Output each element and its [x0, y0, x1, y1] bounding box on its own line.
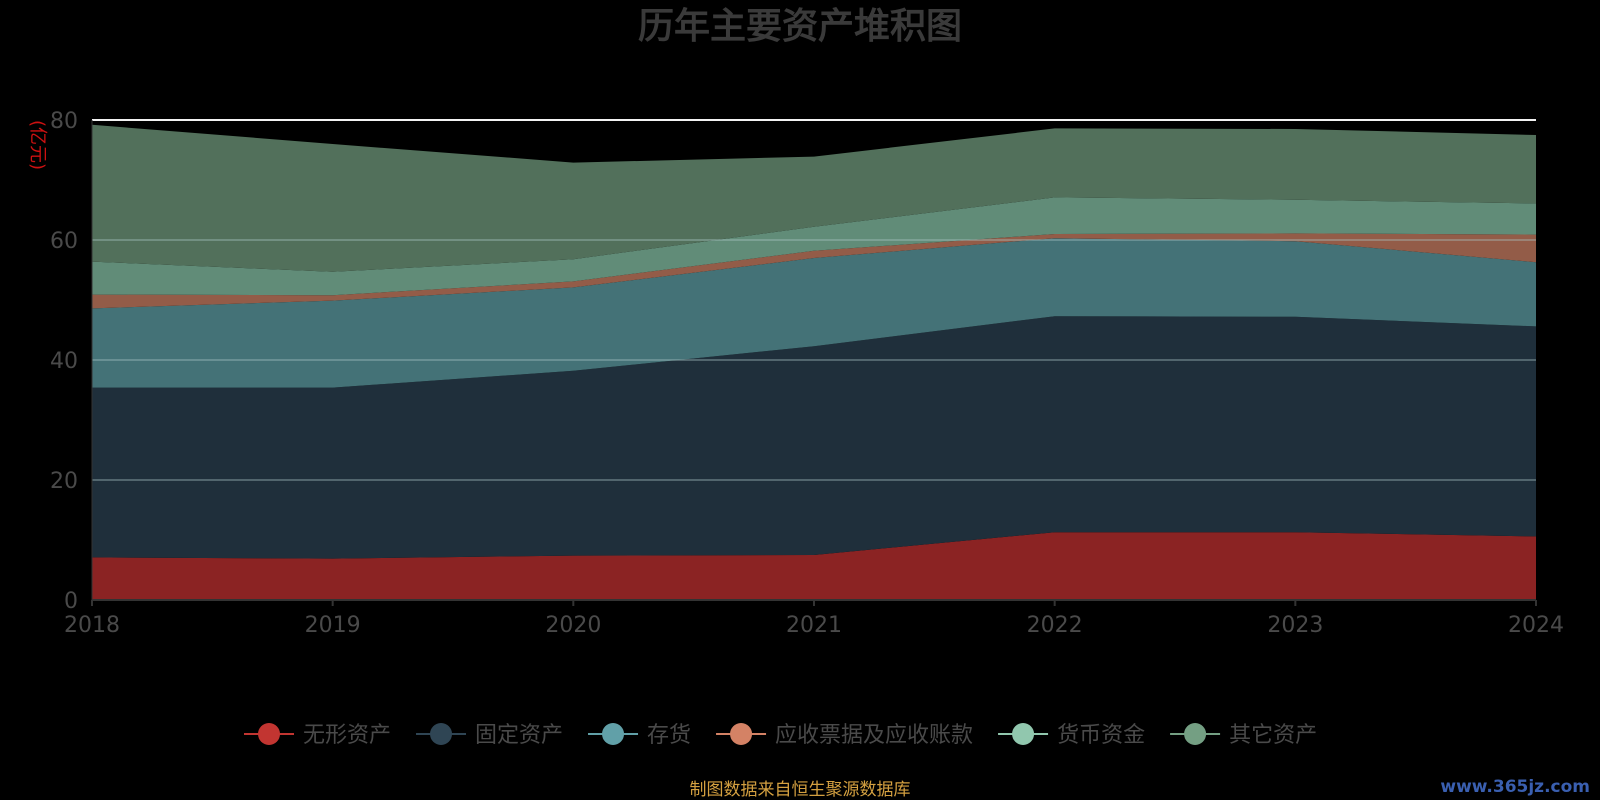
legend-label: 其它资产	[1229, 723, 1317, 748]
x-tick-label: 2018	[64, 613, 120, 638]
x-tick-label: 2024	[1508, 613, 1564, 638]
y-tick-label: 0	[64, 589, 78, 614]
axes: 0 20 40 60 80 2018 2019 2020 2021 2022 2023 2024	[50, 109, 1564, 638]
y-tick-label: 60	[50, 229, 78, 254]
area-series-1	[92, 316, 1536, 559]
legend-item-0[interactable]: 无形资产	[244, 723, 391, 748]
area-series-2	[92, 238, 1536, 388]
chart-title: 历年主要资产堆积图	[638, 6, 962, 47]
area-series-5	[92, 124, 1536, 272]
x-tick-label: 2019	[305, 613, 361, 638]
area-series-group	[92, 124, 1536, 600]
y-tick-label: 20	[50, 469, 78, 494]
legend-circle-marker	[1012, 723, 1035, 745]
legend-item-1[interactable]: 固定资产	[416, 723, 563, 748]
x-tick-label: 2023	[1267, 613, 1323, 638]
legend-item-3[interactable]: 应收票据及应收账款	[716, 723, 973, 748]
legend-label: 存货	[647, 723, 691, 748]
grid-lines	[92, 119, 1536, 481]
legend-circle-marker	[258, 723, 280, 745]
legend-circle-marker	[730, 723, 753, 745]
x-tick-label: 2021	[786, 613, 842, 638]
legend-label: 货币资金	[1057, 723, 1145, 748]
area-series-3	[92, 233, 1536, 309]
data-source-footer: 制图数据来自恒生聚源数据库	[690, 780, 911, 800]
y-axis-unit-label: (亿元)	[27, 120, 48, 170]
legend-item-2[interactable]: 存货	[588, 723, 691, 748]
legend-item-5[interactable]: 其它资产	[1170, 723, 1317, 748]
x-tick-label: 2022	[1027, 613, 1083, 638]
watermark: www.365jz.com	[1440, 777, 1590, 797]
legend-circle-marker	[430, 723, 453, 745]
legend-item-4[interactable]: 货币资金	[998, 723, 1145, 748]
y-tick-label: 40	[50, 349, 78, 374]
area-series-0	[92, 532, 1536, 600]
legend[interactable]: 无形资产 固定资产 存货 应收票据及应收账款 货币资金 其它资产	[244, 723, 1317, 748]
legend-circle-marker	[602, 723, 625, 745]
y-tick-label: 80	[50, 109, 78, 134]
legend-label: 无形资产	[303, 723, 391, 748]
x-tick-label: 2020	[545, 613, 601, 638]
legend-label: 应收票据及应收账款	[775, 723, 973, 748]
legend-label: 固定资产	[475, 723, 563, 748]
area-series-4	[92, 197, 1536, 296]
legend-circle-marker	[1184, 723, 1207, 745]
